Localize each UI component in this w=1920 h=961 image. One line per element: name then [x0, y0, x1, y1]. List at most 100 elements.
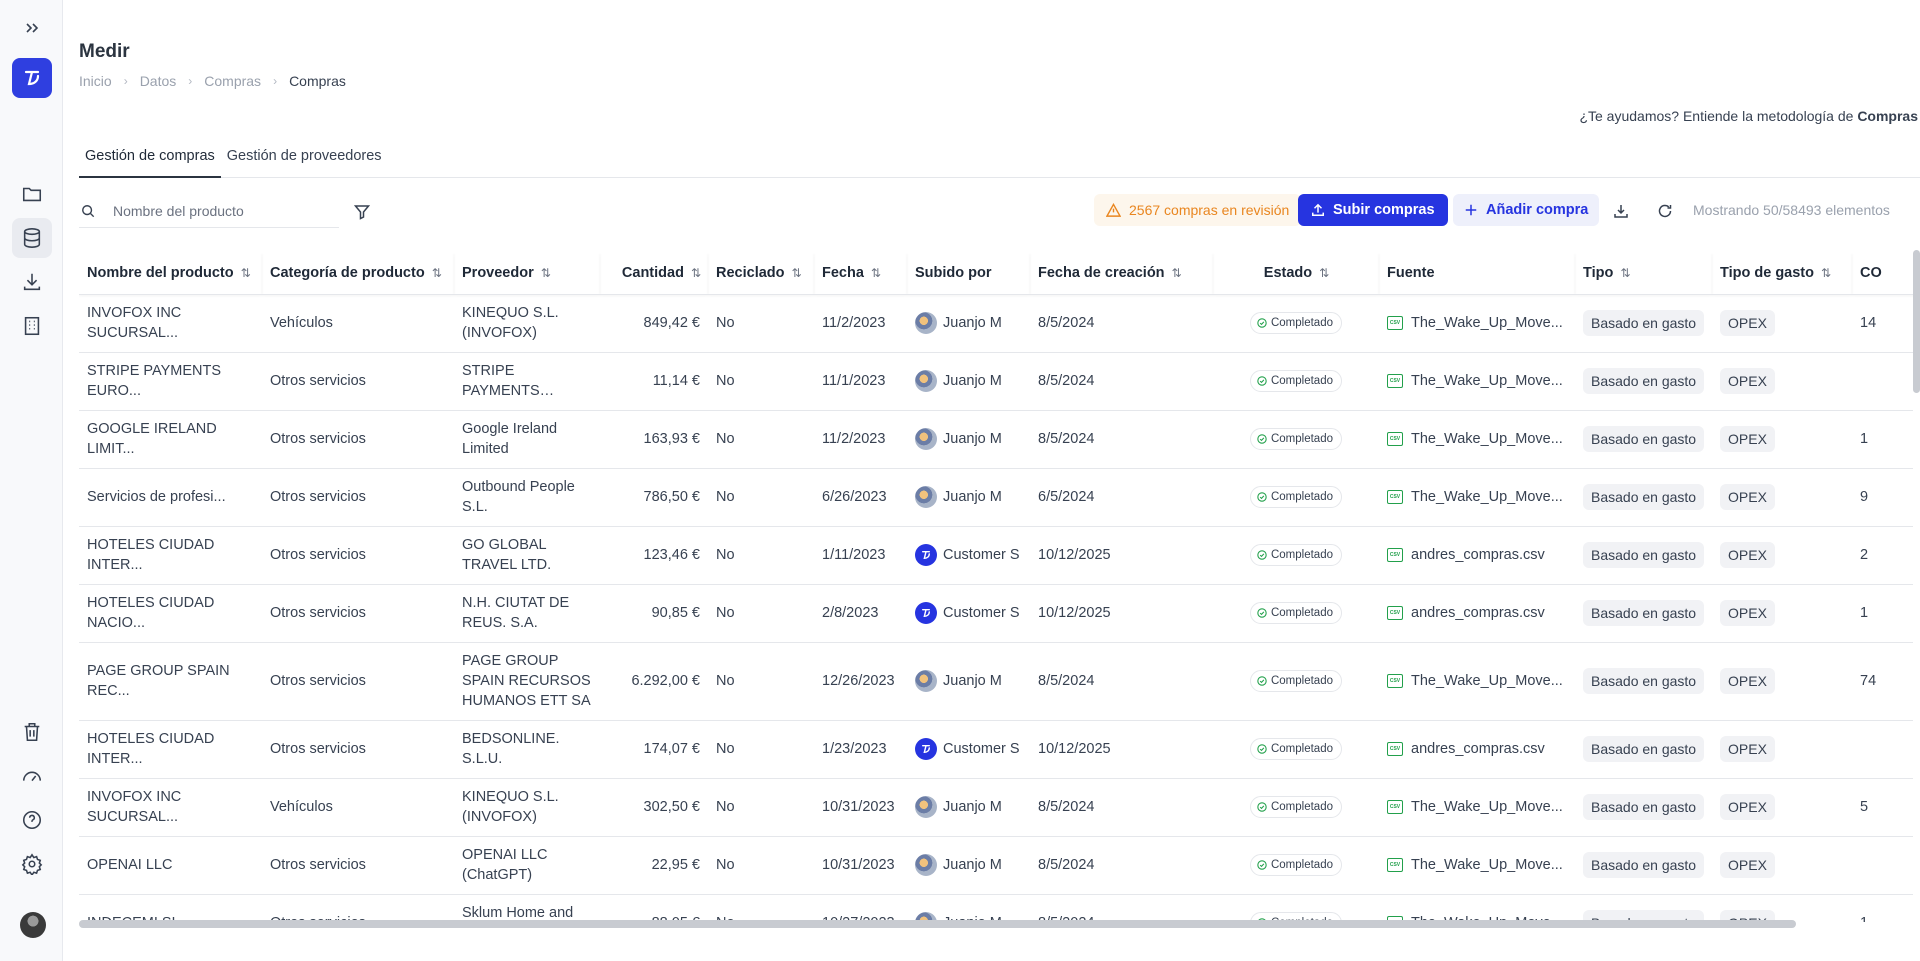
table-row[interactable]: HOTELES CIUDAD INTER... Otros servicios GO…	[79, 526, 1913, 585]
sort-icon: ⇅	[240, 265, 251, 280]
table-row[interactable]: OPENAI LLC Otros servicios OPENAI LLC (Cha…	[79, 836, 1913, 895]
table-row[interactable]: STRIPE PAYMENTS EURO... Otros servicios ST…	[79, 352, 1913, 411]
col-category[interactable]: Categoría de producto ⇅	[262, 252, 454, 295]
spend-type-pill: OPEX	[1720, 794, 1775, 820]
type-pill: Basado en gasto	[1583, 542, 1705, 568]
source[interactable]: CSV The_Wake_Up_Move...	[1387, 313, 1567, 333]
table-row[interactable]: INDECEMI SL Otros servicios Sklum Home and…	[79, 894, 1913, 922]
horizontal-scrollbar[interactable]	[79, 920, 1913, 928]
table-row[interactable]: HOTELES CIUDAD NACIO... Otros servicios N.…	[79, 584, 1913, 643]
source[interactable]: CSV andres_compras.csv	[1387, 603, 1567, 623]
table-row[interactable]: PAGE GROUP SPAIN REC... Otros servicios PA…	[79, 642, 1913, 721]
breadcrumb-data[interactable]: Datos	[139, 73, 177, 89]
tab-suppliers[interactable]: Gestión de proveedores	[226, 148, 382, 164]
breadcrumb-purchases[interactable]: Compras	[204, 73, 262, 89]
add-purchase-button[interactable]: Añadir compra	[1453, 194, 1600, 226]
col-product[interactable]: Nombre del producto ⇅	[79, 252, 262, 295]
scrollbar-thumb[interactable]	[1913, 250, 1920, 393]
cell-created: 8/5/2024	[1030, 778, 1213, 837]
header-label: Fecha de creación	[1038, 264, 1165, 281]
cell-source: CSV The_Wake_Up_Move...	[1379, 410, 1575, 469]
cell-amount: 11,14 €	[600, 352, 708, 411]
sidebar-item-trash[interactable]	[12, 712, 52, 752]
scrollbar-thumb[interactable]	[79, 920, 1796, 928]
sidebar-item-downloads[interactable]	[12, 262, 52, 302]
csv-file-icon: CSV	[1387, 858, 1403, 872]
filter-button[interactable]	[351, 201, 373, 223]
source[interactable]: CSV The_Wake_Up_Move...	[1387, 487, 1567, 507]
user-avatar[interactable]	[20, 912, 46, 938]
col-recycled[interactable]: Reciclado ⇅	[708, 252, 814, 295]
refresh-button[interactable]	[1653, 199, 1677, 223]
table-row[interactable]: Servicios de profesi... Otros servicios Ou…	[79, 468, 1913, 527]
source[interactable]: CSV The_Wake_Up_Move...	[1387, 371, 1567, 391]
sidebar-item-help[interactable]	[12, 800, 52, 840]
tab-purchases[interactable]: Gestión de compras	[79, 146, 221, 178]
cell-supplier: N.H. CIUTAT DE REUS. S.A.	[454, 584, 600, 643]
refresh-icon	[1658, 204, 1672, 218]
upload-purchases-button[interactable]: Subir compras	[1298, 194, 1448, 226]
cell-created: 10/12/2025	[1030, 720, 1213, 779]
status-badge: Completado	[1249, 312, 1342, 334]
user-avatar-icon	[915, 370, 937, 392]
table-row[interactable]: HOTELES CIUDAD INTER... Otros servicios BE…	[79, 720, 1913, 779]
cell-date: 1/11/2023	[814, 526, 907, 585]
breadcrumb-current: Compras	[289, 73, 346, 89]
source[interactable]: CSV The_Wake_Up_Move...	[1387, 797, 1567, 817]
source-file: The_Wake_Up_Move...	[1411, 913, 1563, 922]
col-date[interactable]: Fecha ⇅	[814, 252, 907, 295]
cell-uploaded-by: Juanjo M	[907, 836, 1030, 895]
status-badge: Completado	[1249, 370, 1342, 392]
table-row[interactable]: INVOFOX INC SUCURSAL... Vehículos KINEQUO …	[79, 778, 1913, 837]
uploader-name: Juanjo M	[943, 857, 1002, 873]
status-badge: Completado	[1249, 544, 1342, 566]
cell-recycled: No	[708, 584, 814, 643]
methodology-help-link[interactable]: ¿Te ayudamos? Entiende la metodología de…	[1579, 108, 1918, 124]
product-name: PAGE GROUP SPAIN REC...	[87, 663, 230, 699]
cell-co	[1852, 836, 1913, 895]
col-amount[interactable]: Cantidad ⇅	[600, 252, 708, 295]
cell-product: PAGE GROUP SPAIN REC...	[79, 642, 262, 721]
cell-category: Otros servicios	[262, 584, 454, 643]
type-pill: Basado en gasto	[1583, 794, 1705, 820]
recycled: No	[716, 673, 735, 689]
amount: 11,14 €	[652, 373, 700, 389]
check-circle-icon	[1257, 318, 1267, 328]
col-spend-type[interactable]: Tipo de gasto ⇅	[1712, 252, 1852, 295]
col-type[interactable]: Tipo ⇅	[1575, 252, 1712, 295]
search-input[interactable]	[109, 202, 329, 219]
app-logo[interactable]	[12, 58, 52, 98]
source[interactable]: CSV The_Wake_Up_Move...	[1387, 855, 1567, 875]
review-badge[interactable]: 2567 compras en revisión	[1094, 194, 1302, 226]
uploader-name: Juanjo M	[943, 315, 1002, 331]
expand-sidebar-button[interactable]	[12, 8, 52, 48]
type-pill: Basado en gasto	[1583, 668, 1705, 694]
vertical-scrollbar[interactable]	[1913, 250, 1920, 920]
sidebar-item-data[interactable]	[12, 218, 52, 258]
col-co[interactable]: CO	[1852, 252, 1913, 295]
amount: 6.292,00 €	[631, 673, 700, 689]
sidebar-item-projects[interactable]	[12, 174, 52, 214]
category: Otros servicios	[270, 431, 366, 447]
table-row[interactable]: GOOGLE IRELAND LIMIT... Otros servicios Go…	[79, 410, 1913, 469]
col-status[interactable]: Estado ⇅	[1213, 252, 1379, 295]
status-badge: Completado	[1249, 854, 1342, 876]
source[interactable]: CSV The_Wake_Up_Move...	[1387, 429, 1567, 449]
source[interactable]: CSV andres_compras.csv	[1387, 739, 1567, 759]
col-created[interactable]: Fecha de creación ⇅	[1030, 252, 1213, 295]
sidebar-item-organization[interactable]	[12, 306, 52, 346]
created-date: 8/5/2024	[1038, 315, 1095, 331]
product-name: INDECEMI SL	[87, 913, 254, 922]
source[interactable]: CSV The_Wake_Up_Move...	[1387, 671, 1567, 691]
col-supplier[interactable]: Proveedor ⇅	[454, 252, 600, 295]
table-row[interactable]: INVOFOX INC SUCURSAL... Vehículos KINEQUO …	[79, 294, 1913, 353]
sidebar-item-dashboard[interactable]	[12, 756, 52, 796]
status-label: Completado	[1270, 549, 1333, 561]
sidebar-item-settings[interactable]	[12, 844, 52, 884]
source[interactable]: CSV andres_compras.csv	[1387, 545, 1567, 565]
uploader: Juanjo M	[915, 912, 1022, 922]
download-button[interactable]	[1609, 199, 1633, 223]
breadcrumb-home[interactable]: Inicio	[79, 73, 112, 89]
cell-date: 10/31/2023	[814, 836, 907, 895]
gauge-icon	[22, 771, 42, 782]
